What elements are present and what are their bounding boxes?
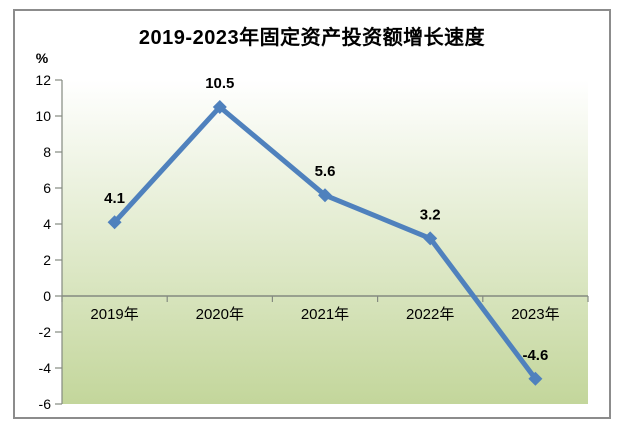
y-axis-tick-label: 8 bbox=[43, 144, 51, 160]
x-axis-label: 2022年 bbox=[406, 306, 454, 323]
data-point-marker bbox=[318, 188, 332, 203]
data-point-label: 3.2 bbox=[420, 206, 441, 223]
y-axis-tick-label: -4 bbox=[39, 360, 52, 376]
data-point-label: -4.6 bbox=[522, 347, 548, 364]
plot-background bbox=[62, 80, 588, 404]
y-axis-tick-label: 0 bbox=[43, 288, 51, 304]
y-axis-unit-label: % bbox=[35, 50, 49, 66]
x-axis-label: 2019年 bbox=[90, 306, 138, 323]
data-point-label: 10.5 bbox=[205, 75, 234, 92]
data-point-marker bbox=[212, 100, 227, 114]
data-point-marker bbox=[423, 231, 438, 246]
y-axis-tick-label: 12 bbox=[35, 72, 51, 88]
y-axis-tick-label: 2 bbox=[43, 252, 51, 268]
y-axis-tick-label: -2 bbox=[39, 324, 52, 340]
x-axis-label: 2023年 bbox=[511, 306, 559, 323]
data-point-label: 4.1 bbox=[104, 190, 125, 207]
x-axis-label: 2021年 bbox=[301, 306, 349, 323]
data-point-label: 5.6 bbox=[315, 163, 336, 180]
data-point-marker bbox=[107, 215, 122, 230]
chart-title: 2019-2023年固定资产投资额增长速度 bbox=[138, 27, 486, 49]
data-point-marker bbox=[528, 371, 543, 386]
y-axis-tick-label: -6 bbox=[39, 396, 52, 412]
y-axis-tick-label: 10 bbox=[35, 108, 51, 124]
y-axis-tick-label: 4 bbox=[43, 216, 51, 232]
x-axis-label: 2020年 bbox=[196, 306, 244, 323]
y-axis-tick-label: 6 bbox=[43, 180, 51, 196]
